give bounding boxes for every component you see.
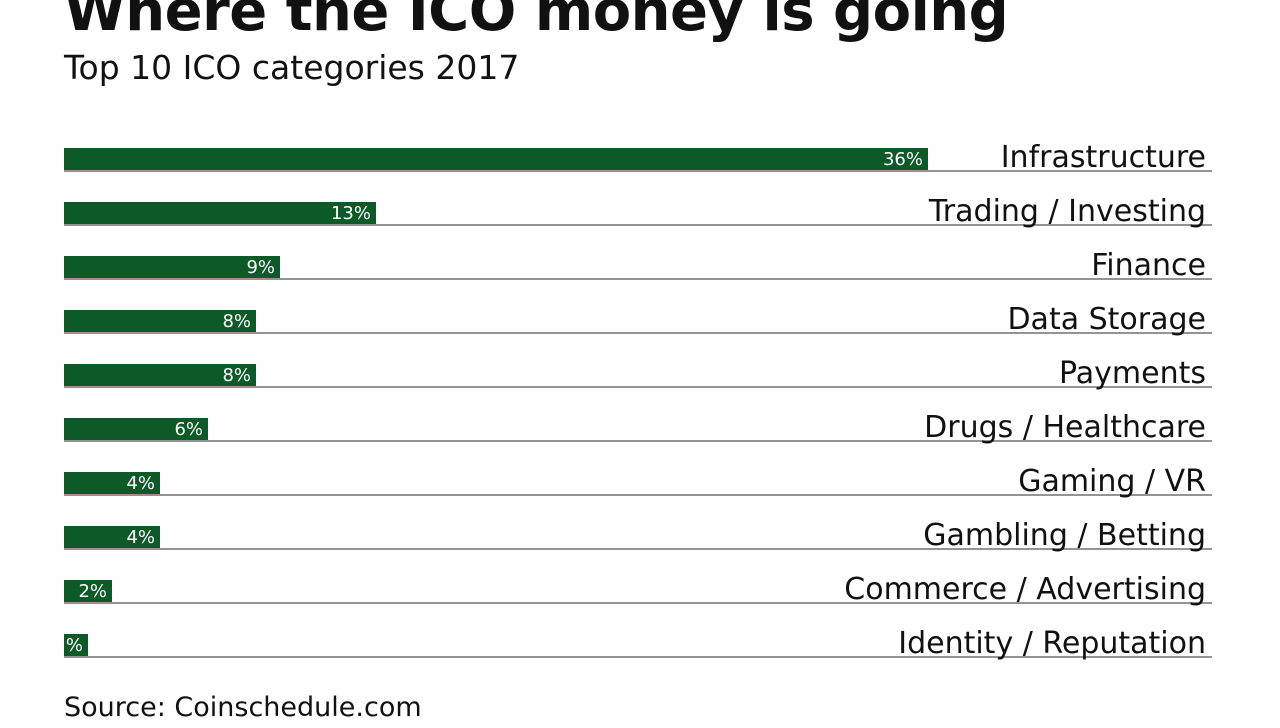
bar-value-label: % <box>66 635 83 656</box>
bar <box>64 148 928 170</box>
bar-value-label: 9% <box>246 257 275 278</box>
chart-title: Where the ICO money is going <box>64 0 1009 44</box>
bar <box>64 202 376 224</box>
bar <box>64 256 280 278</box>
bar-value-label: 8% <box>222 365 251 386</box>
category-label: Infrastructure <box>1001 140 1206 175</box>
bar <box>64 364 256 386</box>
bar <box>64 418 208 440</box>
bar-value-label: 4% <box>126 527 155 548</box>
category-label: Gaming / VR <box>1018 464 1206 499</box>
category-label: Commerce / Advertising <box>844 572 1206 607</box>
source-note: Source: Coinschedule.com <box>64 692 422 723</box>
chart-subtitle: Top 10 ICO categories 2017 <box>64 48 520 87</box>
category-label: Trading / Investing <box>928 194 1206 229</box>
category-label: Data Storage <box>1007 302 1206 337</box>
bar-value-label: 4% <box>126 473 155 494</box>
category-label: Gambling / Betting <box>923 518 1206 553</box>
category-label: Drugs / Healthcare <box>924 410 1206 445</box>
bar <box>64 634 88 656</box>
bar <box>64 472 160 494</box>
bar <box>64 580 112 602</box>
bar-value-label: 13% <box>331 203 371 224</box>
category-label: Finance <box>1091 248 1206 283</box>
bar <box>64 310 256 332</box>
category-label: Payments <box>1059 356 1206 391</box>
category-label: Identity / Reputation <box>898 626 1206 661</box>
bar-value-label: 6% <box>174 419 203 440</box>
bar-value-label: 36% <box>883 149 923 170</box>
bar-value-label: 8% <box>222 311 251 332</box>
bar-chart: 36% Infrastructure 13% Trading / Investing 9… <box>64 140 1212 661</box>
bar <box>64 526 160 548</box>
bar-value-label: 2% <box>78 581 107 602</box>
